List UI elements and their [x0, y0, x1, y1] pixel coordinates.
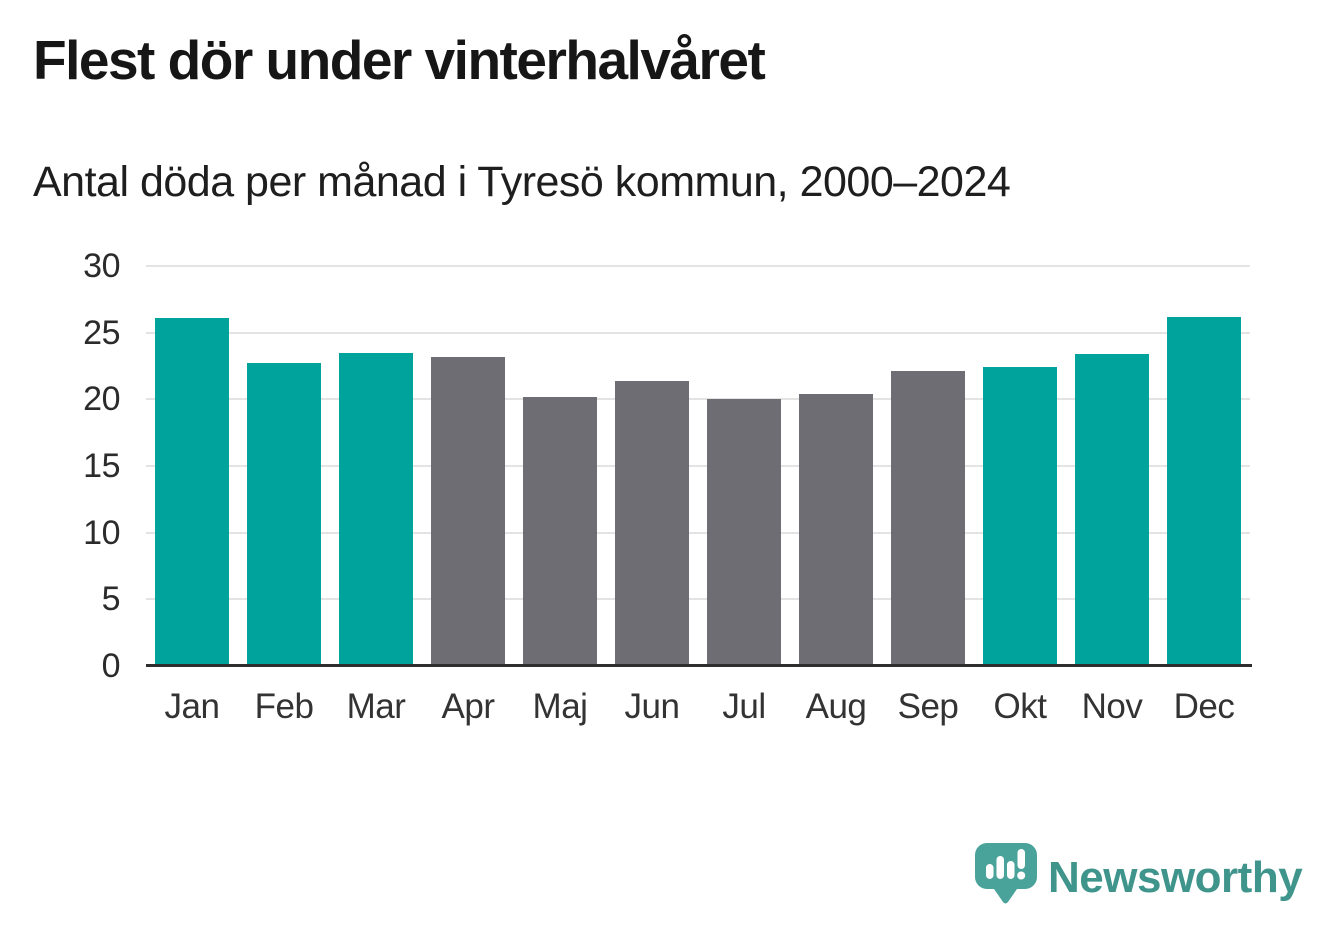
chart-subtitle: Antal döda per månad i Tyresö kommun, 20…: [33, 158, 1011, 206]
grid-line: [146, 398, 1250, 401]
y-axis-tick-label: 15: [83, 447, 120, 485]
chart-title: Flest dör under vinterhalvåret: [33, 29, 766, 91]
y-axis-tick-label: 5: [101, 580, 121, 619]
y-axis-tick-label: 25: [83, 313, 120, 352]
x-axis-tick-label: Mar: [346, 687, 406, 726]
bar-jan: [155, 318, 229, 666]
bar-jun: [615, 380, 689, 666]
grid-line: [146, 531, 1250, 534]
x-axis-tick-label: Dec: [1173, 687, 1235, 726]
bar-aug: [799, 394, 873, 666]
bar-mar: [339, 352, 413, 666]
grid-line: [146, 265, 1250, 267]
speech-bubble-bar-chart-exclamation-icon: [975, 843, 1037, 904]
x-axis-tick-label: Okt: [993, 687, 1047, 726]
bar-sep: [891, 371, 965, 666]
grid-line: [146, 598, 1250, 601]
bar-nov: [1075, 354, 1149, 666]
y-axis-tick-label: 10: [83, 513, 120, 552]
y-axis-tick-label: 30: [83, 247, 120, 285]
x-axis-tick-label: Sep: [897, 687, 959, 726]
bar-dec: [1167, 316, 1241, 666]
bar-feb: [247, 363, 321, 666]
bar-okt: [983, 367, 1057, 666]
bar-maj: [523, 396, 597, 666]
x-axis-tick-label: Jul: [722, 687, 766, 726]
x-axis-tick-label: Feb: [254, 687, 314, 726]
x-axis-tick-label: Jun: [624, 687, 680, 726]
x-axis-tick-label: Nov: [1081, 687, 1143, 726]
x-axis-tick-label: Maj: [532, 687, 588, 726]
x-axis-tick-label: Jan: [164, 687, 220, 726]
bar-apr: [431, 356, 505, 666]
brand-name: Newsworthy: [1048, 853, 1303, 902]
x-axis-tick-label: Aug: [805, 687, 867, 726]
x-axis-line: [146, 664, 1252, 667]
y-axis-tick-label: 20: [83, 380, 120, 419]
x-axis-tick-label: Apr: [441, 687, 495, 726]
y-axis-tick-label: 0: [101, 647, 121, 685]
grid-line: [146, 331, 1250, 334]
bar-jul: [707, 399, 781, 666]
grid-line: [146, 465, 1250, 467]
newsworthy-logo: Newsworthy: [974, 842, 1303, 914]
